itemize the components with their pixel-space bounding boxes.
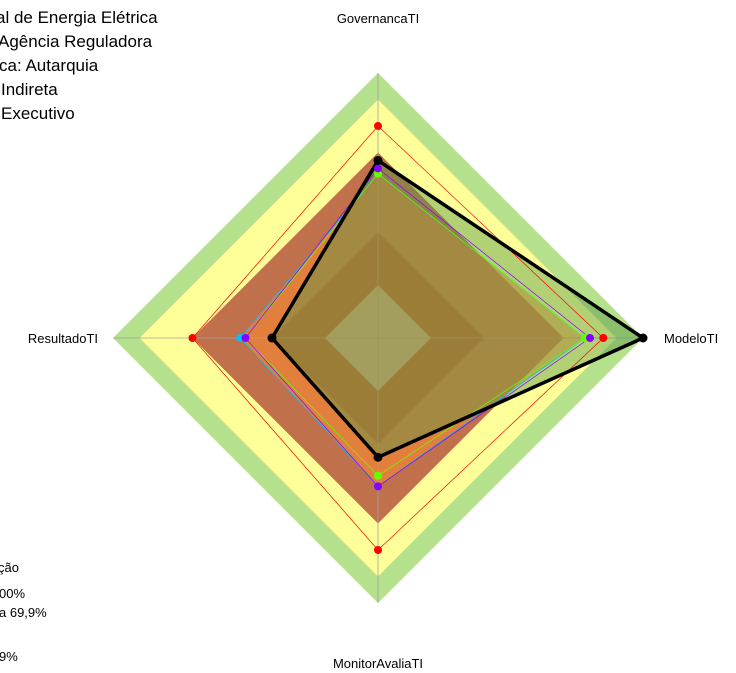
axis-label-governanca: GovernancaTI: [337, 11, 419, 26]
legend-line: 00%: [0, 586, 26, 601]
series-0-point-2: [374, 546, 382, 554]
series-3-point-0: [374, 164, 382, 173]
org-info-line: al de Energia Elétrica: [0, 8, 158, 27]
org-info-line: Executivo: [1, 104, 75, 123]
series-3-point-2: [374, 482, 382, 491]
org-info-line: Agência Reguladora: [0, 32, 153, 51]
org-info-line: ca: Autarquia: [0, 56, 99, 75]
legend-line: a 69,9%: [0, 605, 47, 620]
series-3-point-3: [241, 334, 250, 342]
series-0-point-1: [599, 334, 608, 342]
series-0-point-0: [374, 122, 382, 130]
legend-line: ção: [0, 560, 19, 575]
series-4-point-0: [373, 155, 383, 165]
series-4-point-1: [638, 333, 648, 343]
series-0-point-3: [188, 334, 197, 342]
series-area-1: [240, 173, 585, 487]
axis-label-monitor: MonitorAvaliaTI: [333, 656, 423, 671]
series-4-point-3: [267, 333, 277, 343]
series-layer: [188, 122, 648, 554]
series-2-point-2: [374, 471, 382, 480]
series-area-4: [272, 160, 643, 458]
axis-label-modelo: ModeloTI: [664, 331, 718, 346]
axis-label-resultado: ResultadoTI: [28, 331, 98, 346]
legend-line: 9%: [0, 649, 18, 664]
series-3-point-1: [586, 334, 594, 342]
org-info-line: Indireta: [1, 80, 58, 99]
series-4-point-2: [373, 452, 383, 462]
